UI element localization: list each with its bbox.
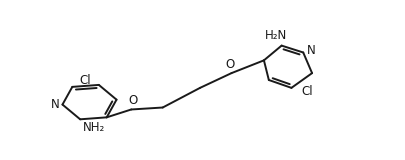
Text: NH₂: NH₂ <box>83 121 105 134</box>
Text: N: N <box>306 44 315 57</box>
Text: N: N <box>51 98 60 111</box>
Text: H₂N: H₂N <box>264 29 286 42</box>
Text: O: O <box>224 58 234 71</box>
Text: O: O <box>128 94 138 107</box>
Text: Cl: Cl <box>79 75 91 88</box>
Text: Cl: Cl <box>301 85 312 98</box>
